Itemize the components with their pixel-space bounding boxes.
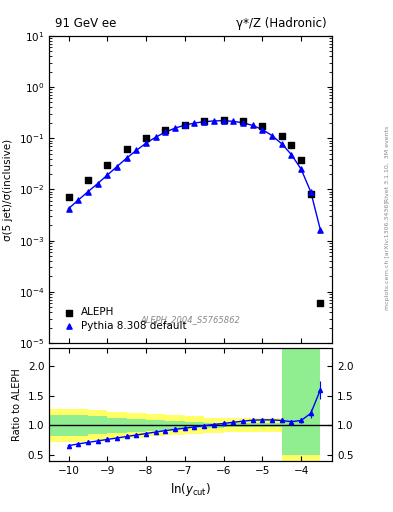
ALEPH xyxy=(162,126,169,134)
Pythia 8.308 default xyxy=(123,154,130,162)
Pythia 8.308 default xyxy=(220,117,227,125)
Pythia 8.308 default xyxy=(143,139,149,147)
Text: Rivet 3.1.10,  3M events: Rivet 3.1.10, 3M events xyxy=(385,125,390,202)
Y-axis label: σ(5 jet)/σ(inclusive): σ(5 jet)/σ(inclusive) xyxy=(3,138,13,241)
Pythia 8.308 default xyxy=(288,151,294,159)
ALEPH xyxy=(123,145,130,153)
ALEPH xyxy=(104,161,110,169)
Text: mcplots.cern.ch [arXiv:1306.3436]: mcplots.cern.ch [arXiv:1306.3436] xyxy=(385,202,390,310)
Y-axis label: Ratio to ALEPH: Ratio to ALEPH xyxy=(12,368,22,441)
Pythia 8.308 default xyxy=(298,165,304,173)
ALEPH xyxy=(65,193,72,201)
Pythia 8.308 default xyxy=(104,171,110,179)
X-axis label: $\ln(y_{\rm cut})$: $\ln(y_{\rm cut})$ xyxy=(170,481,211,498)
Text: γ*/Z (Hadronic): γ*/Z (Hadronic) xyxy=(236,17,327,30)
Pythia 8.308 default xyxy=(259,125,265,134)
Pythia 8.308 default xyxy=(162,128,169,136)
Pythia 8.308 default xyxy=(317,226,323,234)
Legend: ALEPH, Pythia 8.308 default: ALEPH, Pythia 8.308 default xyxy=(57,303,191,335)
ALEPH xyxy=(288,140,294,148)
Pythia 8.308 default xyxy=(85,188,91,196)
Pythia 8.308 default xyxy=(201,118,208,126)
ALEPH xyxy=(279,132,285,140)
Pythia 8.308 default xyxy=(230,117,236,125)
ALEPH xyxy=(240,117,246,125)
Text: ALEPH_2004_S5765862: ALEPH_2004_S5765862 xyxy=(141,315,241,325)
ALEPH xyxy=(201,117,208,125)
Pythia 8.308 default xyxy=(269,132,275,140)
ALEPH xyxy=(85,176,91,184)
Pythia 8.308 default xyxy=(250,121,256,130)
Pythia 8.308 default xyxy=(65,205,72,213)
ALEPH xyxy=(317,299,323,307)
Pythia 8.308 default xyxy=(114,162,120,170)
Text: 91 GeV ee: 91 GeV ee xyxy=(55,17,116,30)
Pythia 8.308 default xyxy=(133,146,140,155)
Pythia 8.308 default xyxy=(308,188,314,196)
Pythia 8.308 default xyxy=(279,140,285,148)
ALEPH xyxy=(182,120,188,129)
Pythia 8.308 default xyxy=(240,119,246,127)
Pythia 8.308 default xyxy=(75,196,81,204)
Pythia 8.308 default xyxy=(152,133,159,141)
Pythia 8.308 default xyxy=(94,180,101,188)
Pythia 8.308 default xyxy=(211,117,217,125)
Pythia 8.308 default xyxy=(191,119,198,127)
Pythia 8.308 default xyxy=(172,124,178,132)
ALEPH xyxy=(143,134,149,142)
ALEPH xyxy=(298,156,304,164)
ALEPH xyxy=(308,190,314,199)
ALEPH xyxy=(220,116,227,124)
ALEPH xyxy=(259,122,265,130)
Pythia 8.308 default xyxy=(182,121,188,129)
